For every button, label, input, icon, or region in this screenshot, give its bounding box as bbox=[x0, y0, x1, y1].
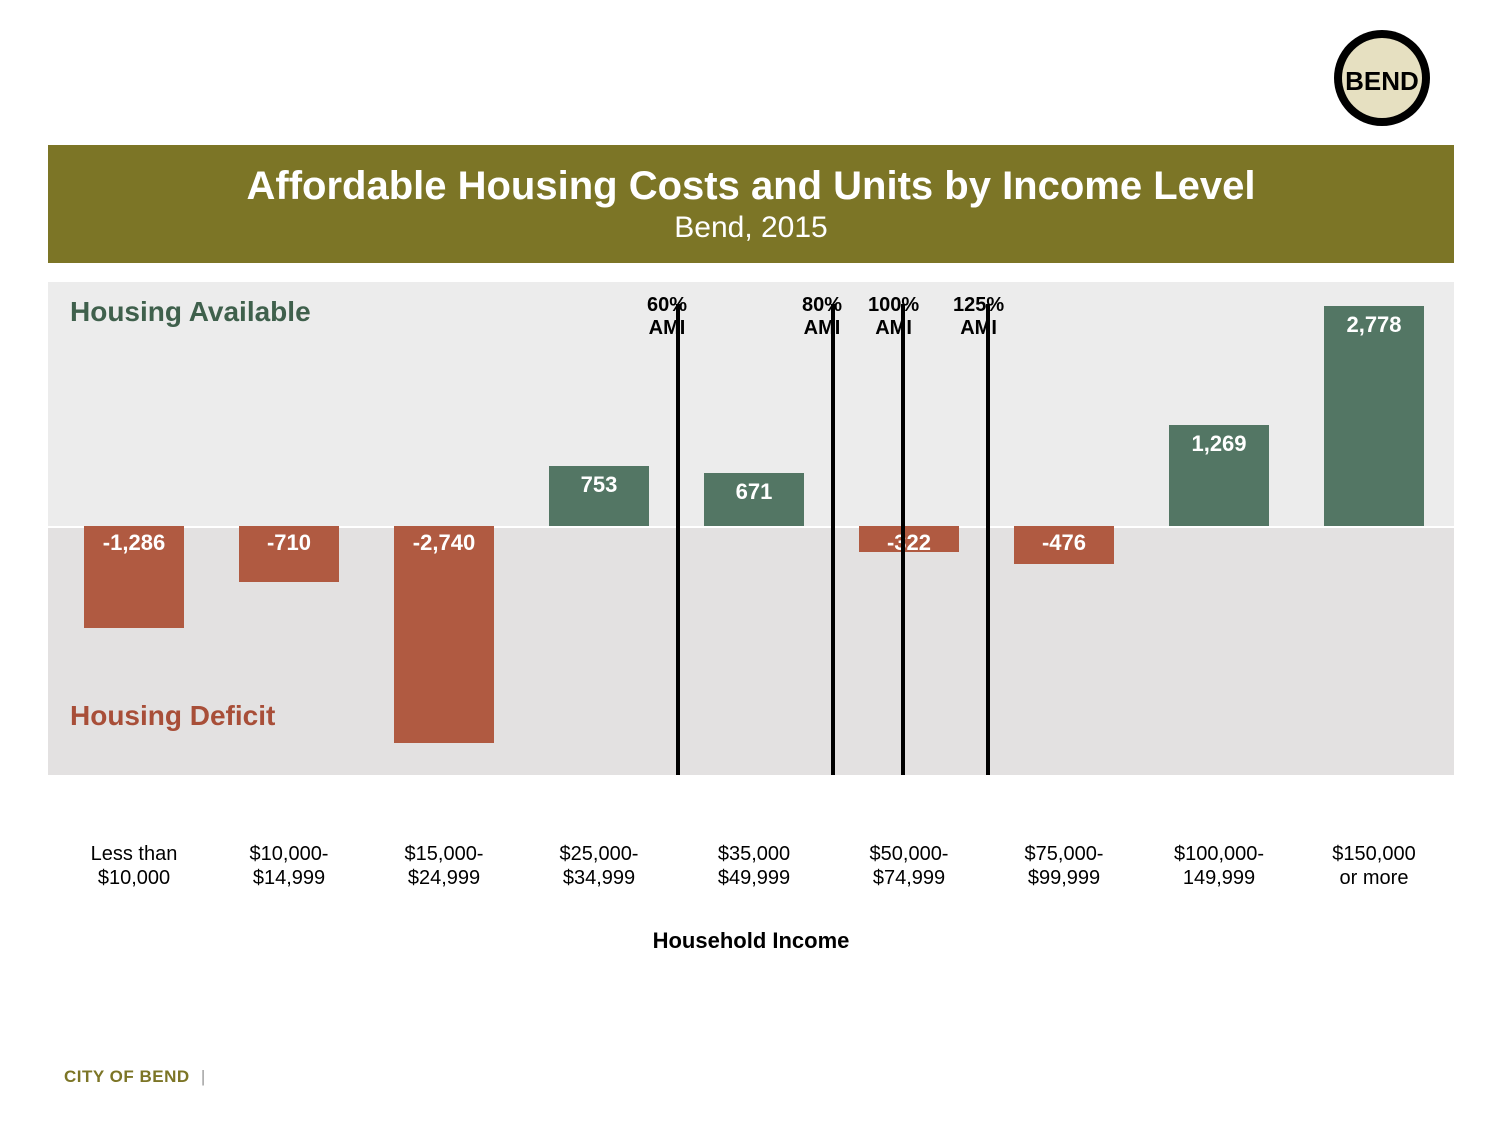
bar-value-label: 753 bbox=[549, 472, 649, 498]
bend-logo: BEND bbox=[1332, 28, 1432, 128]
ami-line bbox=[901, 304, 905, 775]
bar: -476 bbox=[1014, 526, 1114, 564]
bar: 2,778 bbox=[1324, 306, 1424, 526]
x-tick-label: $15,000- $24,999 bbox=[405, 842, 484, 890]
ami-label: 80% AMI bbox=[802, 294, 842, 340]
ami-label: 60% AMI bbox=[647, 294, 687, 340]
chart-area: Housing Available Housing Deficit -1,286… bbox=[48, 282, 1454, 842]
bar: 1,269 bbox=[1169, 425, 1269, 526]
bar-value-label: -2,740 bbox=[394, 530, 494, 556]
bar-value-label: -476 bbox=[1014, 530, 1114, 556]
ami-label: 125% AMI bbox=[953, 294, 1004, 340]
bar-value-label: 1,269 bbox=[1169, 431, 1269, 457]
bar: -2,740 bbox=[394, 526, 494, 743]
bar-value-label: 671 bbox=[704, 479, 804, 505]
bar-value-label: 2,778 bbox=[1324, 312, 1424, 338]
bar: 753 bbox=[549, 466, 649, 526]
x-tick-label: $35,000 $49,999 bbox=[718, 842, 790, 890]
bar: -710 bbox=[239, 526, 339, 582]
ami-line bbox=[676, 304, 680, 775]
bar-value-label: -1,286 bbox=[84, 530, 184, 556]
x-tick-label: $25,000- $34,999 bbox=[560, 842, 639, 890]
footer-pipe: | bbox=[201, 1067, 206, 1086]
logo-text: BEND bbox=[1345, 66, 1419, 96]
ami-line bbox=[831, 304, 835, 775]
x-tick-label: $10,000- $14,999 bbox=[250, 842, 329, 890]
bar: -322 bbox=[859, 526, 959, 552]
x-tick-label: Less than $10,000 bbox=[91, 842, 178, 890]
housing-deficit-label: Housing Deficit bbox=[70, 700, 275, 732]
footer-text: CITY OF BEND bbox=[64, 1067, 190, 1086]
bar: -1,286 bbox=[84, 526, 184, 628]
chart-subtitle: Bend, 2015 bbox=[674, 211, 827, 245]
bar-value-label: -710 bbox=[239, 530, 339, 556]
title-banner: Affordable Housing Costs and Units by In… bbox=[48, 145, 1454, 263]
chart-title: Affordable Housing Costs and Units by In… bbox=[246, 164, 1255, 209]
footer: CITY OF BEND | bbox=[64, 1067, 206, 1087]
x-tick-label: $150,000 or more bbox=[1332, 842, 1415, 890]
x-tick-label: $75,000- $99,999 bbox=[1025, 842, 1104, 890]
ami-label: 100% AMI bbox=[868, 294, 919, 340]
x-axis: Less than $10,000 $10,000- $14,999 $15,000… bbox=[48, 842, 1454, 912]
bar: 671 bbox=[704, 473, 804, 526]
x-tick-label: $100,000- 149,999 bbox=[1174, 842, 1264, 890]
housing-available-label: Housing Available bbox=[70, 296, 311, 328]
x-tick-label: $50,000- $74,999 bbox=[870, 842, 949, 890]
x-axis-title: Household Income bbox=[653, 928, 850, 954]
ami-line bbox=[986, 304, 990, 775]
bar-value-label: -322 bbox=[859, 530, 959, 556]
